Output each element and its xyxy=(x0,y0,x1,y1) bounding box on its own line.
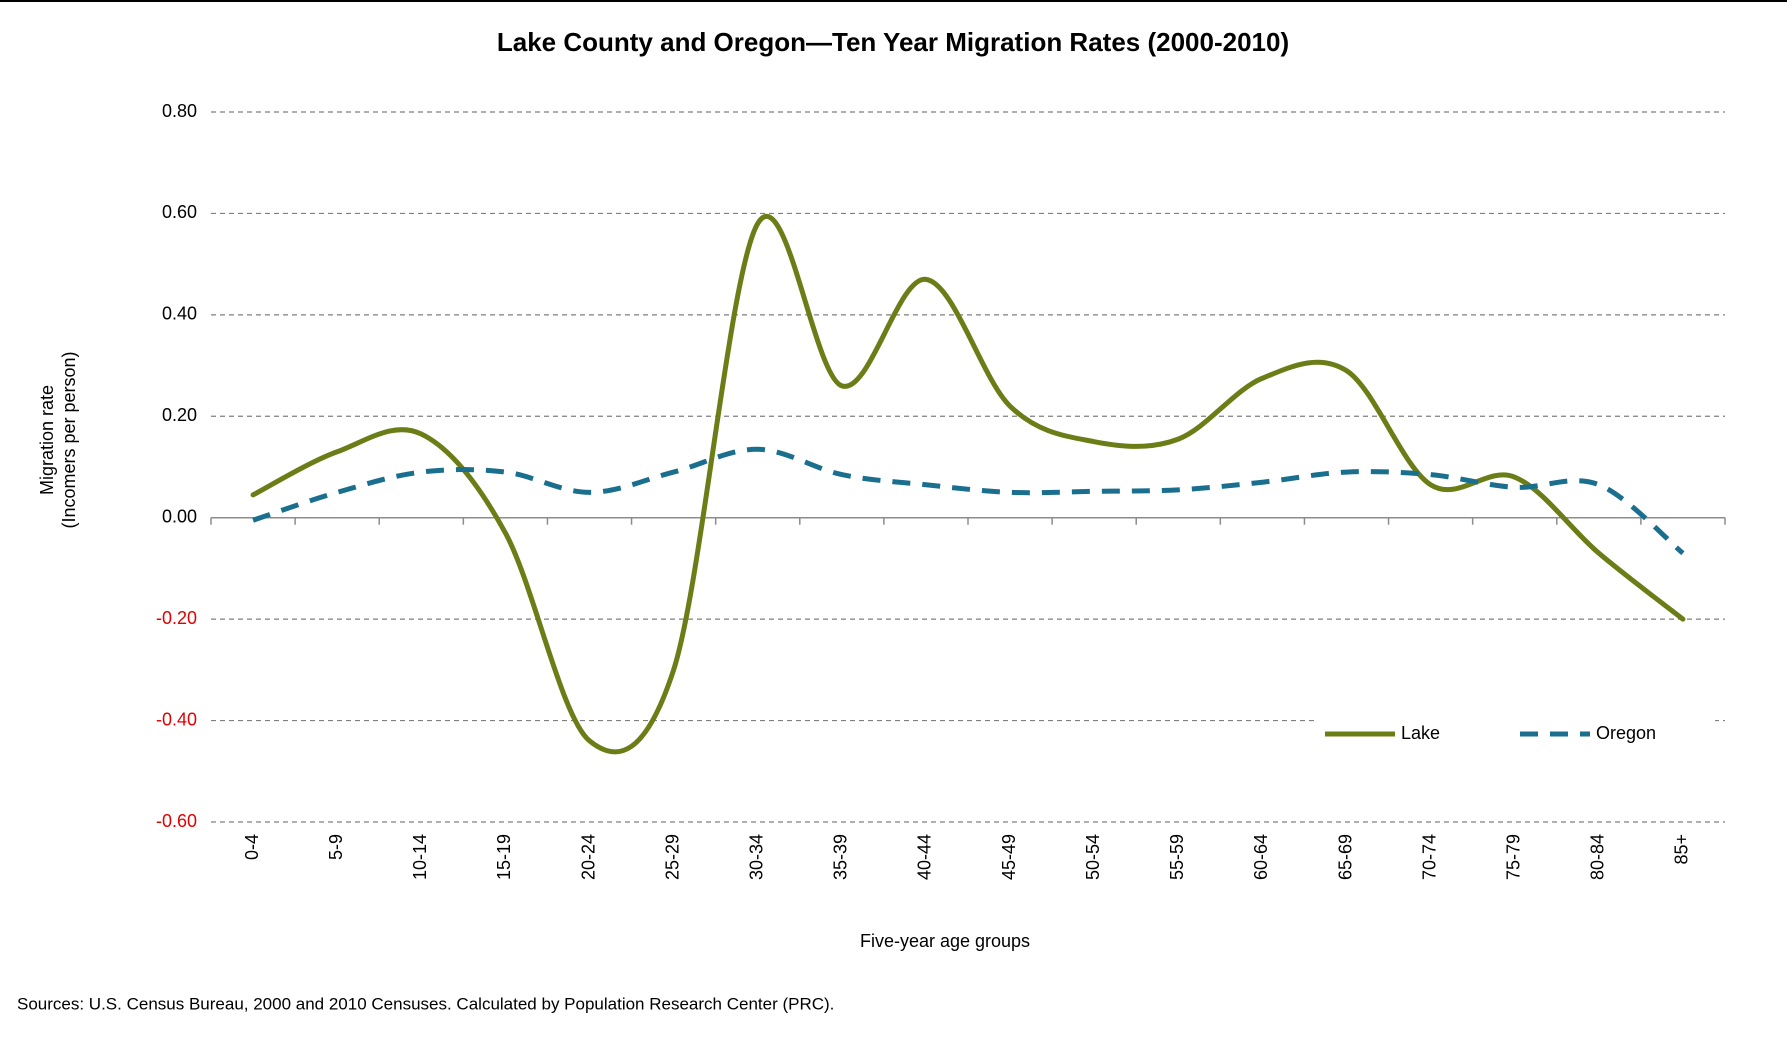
x-tick-label: 75-79 xyxy=(1503,834,1523,880)
y-axis-label: Migration rate xyxy=(37,385,57,495)
x-tick-label: 0-4 xyxy=(242,834,262,860)
x-tick-label: 10-14 xyxy=(410,834,430,880)
x-tick-label: 70-74 xyxy=(1419,834,1439,880)
x-tick-label: 50-54 xyxy=(1083,834,1103,880)
y-tick-label: -0.20 xyxy=(156,608,197,628)
y-tick-label: 0.20 xyxy=(162,405,197,425)
x-tick-label: 35-39 xyxy=(831,834,851,880)
y-tick-label: -0.60 xyxy=(156,811,197,831)
series-line xyxy=(250,213,1686,755)
x-tick-label: 25-29 xyxy=(662,834,682,880)
x-tick-label: 45-49 xyxy=(999,834,1019,880)
x-tick-label: 30-34 xyxy=(746,834,766,880)
source-note: Sources: U.S. Census Bureau, 2000 and 20… xyxy=(17,994,834,1013)
y-tick-label: 0.00 xyxy=(162,506,197,526)
x-tick-label: 15-19 xyxy=(494,834,514,880)
y-tick-label: -0.40 xyxy=(156,709,197,729)
y-tick-label: 0.60 xyxy=(162,202,197,222)
series-line xyxy=(252,446,1685,556)
x-tick-label: 40-44 xyxy=(915,834,935,880)
chart-title: Lake County and Oregon—Ten Year Migratio… xyxy=(497,27,1289,57)
x-tick-label: 80-84 xyxy=(1588,834,1608,880)
x-tick-label: 65-69 xyxy=(1335,834,1355,880)
legend-label: Lake xyxy=(1401,723,1440,743)
x-tick-label: 55-59 xyxy=(1167,834,1187,880)
y-tick-label: 0.40 xyxy=(162,304,197,324)
y-axis-label: (Incomers per person) xyxy=(59,351,79,528)
x-tick-label: 60-64 xyxy=(1251,834,1271,880)
legend-label: Oregon xyxy=(1596,723,1656,743)
x-tick-label: 5-9 xyxy=(326,834,346,860)
y-tick-label: 0.80 xyxy=(162,101,197,121)
x-axis-label: Five-year age groups xyxy=(860,931,1030,951)
x-tick-label: 85+ xyxy=(1672,834,1692,865)
x-tick-label: 20-24 xyxy=(578,834,598,880)
